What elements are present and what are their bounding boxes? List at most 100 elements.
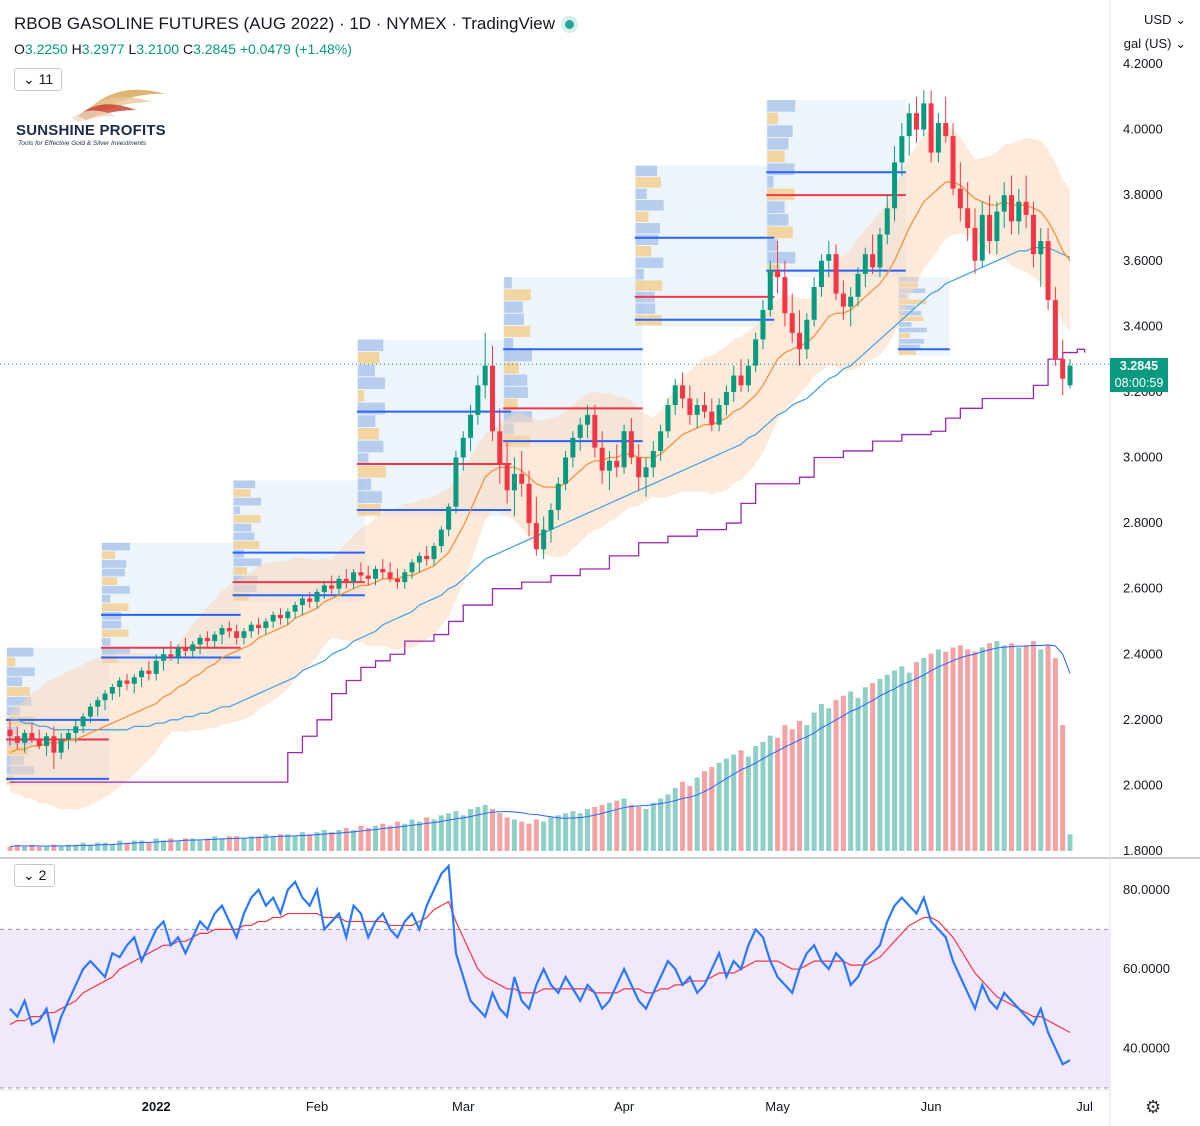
unit-selector[interactable]: gal (US) ⌄: [1124, 36, 1186, 52]
candle: [548, 509, 554, 530]
profile-bar: [357, 440, 384, 453]
candle: [511, 473, 517, 491]
volume-bar: [307, 834, 313, 851]
chevron-down-icon: ⌄: [23, 867, 35, 883]
volume-bar: [29, 844, 35, 851]
indicators-toggle[interactable]: ⌄ 11: [14, 68, 63, 91]
candle: [1045, 241, 1051, 301]
volume-bar: [840, 695, 846, 851]
profile-bar: [635, 268, 644, 280]
volume-bar: [102, 842, 108, 851]
candle: [314, 591, 320, 602]
candle: [475, 385, 481, 415]
candle: [168, 654, 174, 658]
candle: [994, 211, 1000, 242]
candle: [599, 447, 605, 471]
volume-bar: [285, 834, 291, 851]
volume-bar: [475, 806, 481, 851]
profile-bar: [102, 551, 116, 560]
x-tick-label: Jul: [1076, 1099, 1093, 1114]
volume-bar: [131, 840, 137, 851]
candle: [95, 700, 101, 707]
volume-bar: [804, 725, 810, 851]
volume-bar: [906, 672, 912, 851]
profile-levels: [6, 171, 950, 780]
volume-bar: [139, 840, 145, 851]
candle: [358, 572, 364, 576]
volume-bar: [1023, 645, 1029, 851]
low-label: L: [128, 41, 137, 57]
candle: [541, 529, 547, 550]
candle: [979, 214, 985, 261]
rsi-pane: [0, 928, 1110, 1089]
candle: [22, 732, 28, 743]
volume-bar: [943, 651, 949, 851]
volume-bar: [321, 830, 327, 851]
candle: [855, 273, 861, 297]
candle: [387, 572, 393, 579]
profile-bar: [233, 497, 261, 506]
candle: [650, 450, 656, 468]
volume-bar: [14, 844, 20, 851]
candle: [738, 375, 744, 386]
fast-ma-line: [9, 181, 1071, 754]
candle: [321, 585, 327, 592]
candle: [665, 405, 671, 432]
open-value: 3.2250: [24, 41, 68, 57]
volume-bar: [234, 836, 240, 851]
candle: [687, 398, 693, 415]
volume-bar: [1052, 657, 1058, 851]
candle: [234, 631, 240, 638]
profile-bar: [504, 313, 524, 325]
gear-icon[interactable]: ⚙: [1145, 1097, 1162, 1117]
currency-selector[interactable]: USD ⌄: [1144, 12, 1186, 28]
candle: [402, 572, 408, 583]
candle: [965, 208, 971, 228]
volume-bar: [628, 804, 634, 851]
profile-bar: [898, 299, 927, 305]
profile-bar: [357, 339, 384, 352]
y-tick-label: 3.0000: [1123, 450, 1163, 465]
candle: [14, 736, 20, 743]
profile-bar: [635, 280, 663, 291]
rsi-indicators-toggle[interactable]: ⌄ 2: [14, 864, 56, 887]
volume-bar: [811, 712, 817, 851]
volume-bar: [468, 809, 474, 851]
y-tick-label: 4.0000: [1123, 122, 1163, 137]
volume-bar: [241, 838, 247, 851]
volume-bar: [738, 750, 744, 851]
candle: [446, 506, 452, 530]
candle: [204, 637, 210, 642]
profile-bar: [504, 350, 532, 362]
candle: [928, 103, 934, 153]
candles: [0, 90, 1110, 770]
x-tick-label: 2022: [142, 1099, 171, 1114]
volume-bar: [409, 819, 415, 851]
y-tick-label: 3.6000: [1123, 253, 1163, 268]
candle: [7, 729, 13, 737]
volume-bar: [204, 838, 210, 851]
candle: [438, 529, 444, 547]
rsi-ma-line: [9, 900, 1071, 1034]
profile-bar: [504, 338, 514, 350]
candle: [833, 254, 839, 294]
volume-bar: [80, 842, 86, 851]
profile-bar: [767, 226, 793, 239]
candle: [365, 575, 371, 579]
candle: [643, 467, 649, 478]
volume-bar: [665, 794, 671, 851]
title-text: RBOB GASOLINE FUTURES (AUG 2022) · 1D · …: [14, 14, 555, 33]
candle: [336, 578, 342, 589]
profile-bar: [898, 322, 912, 327]
x-tick-label: Apr: [614, 1099, 635, 1114]
volume-bar: [438, 815, 444, 851]
profile-bar: [767, 100, 796, 112]
profile-bar: [898, 350, 916, 355]
profile-bar: [7, 657, 16, 667]
candle: [36, 739, 42, 747]
profile-bar: [357, 377, 386, 390]
profile-bar: [102, 594, 111, 603]
profile-bar: [767, 175, 774, 188]
profile-bar: [767, 201, 785, 213]
